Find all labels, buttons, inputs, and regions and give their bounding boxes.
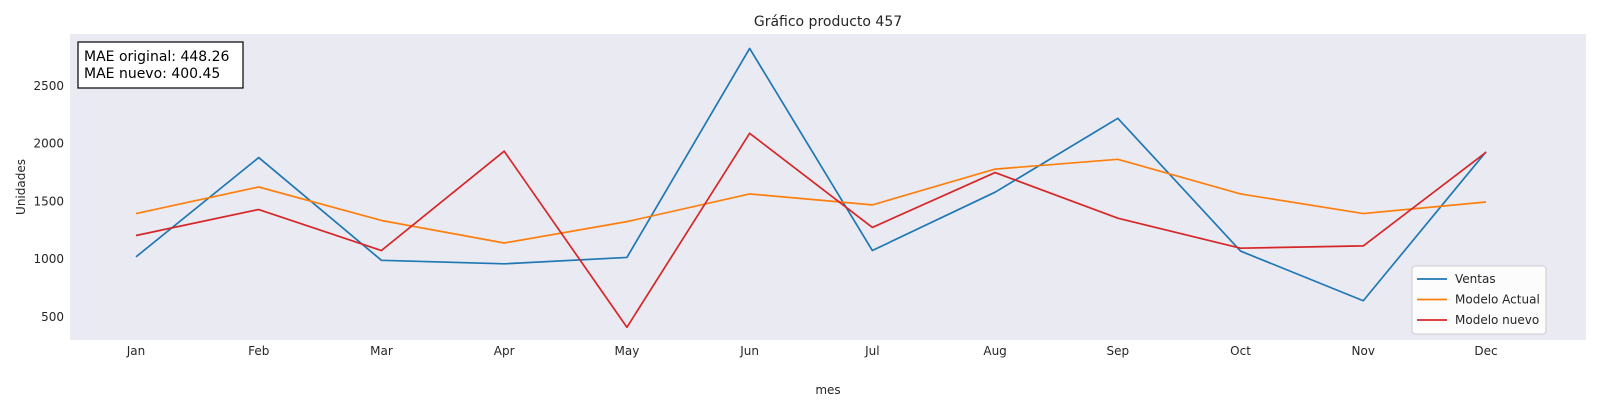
x-tick-label: Mar <box>370 344 393 358</box>
legend-label-modelo-actual: Modelo Actual <box>1455 293 1540 307</box>
y-tick-label: 500 <box>41 310 64 324</box>
legend: Ventas Modelo Actual Modelo nuevo <box>1411 265 1547 335</box>
mae-annotation: MAE original: 448.26 MAE nuevo: 400.45 <box>77 41 244 89</box>
y-axis-label: Unidades <box>14 159 28 215</box>
x-tick-label: Apr <box>494 344 515 358</box>
series-lines <box>135 47 1487 329</box>
y-tick-label: 2000 <box>33 137 64 151</box>
x-tick-label: Sep <box>1107 344 1130 358</box>
mae-annotation-box <box>77 41 244 89</box>
series-line-modelo-nuevo <box>135 132 1487 329</box>
x-tick-label: Oct <box>1230 344 1251 358</box>
y-tick-label: 1000 <box>33 252 64 266</box>
legend-label-ventas: Ventas <box>1455 272 1496 286</box>
x-tick-label: Feb <box>248 344 269 358</box>
chart-title: Gráfico producto 457 <box>754 14 902 30</box>
x-tick-label: Jul <box>864 344 879 358</box>
x-tick-labels: Jan Feb Mar Apr May Jun Jul Aug Sep Oct Nov Dec <box>126 344 1498 358</box>
series-line-modelo-actual <box>135 158 1487 244</box>
y-tick-labels: 500 1000 1500 2000 2500 <box>33 79 64 324</box>
x-tick-label: Aug <box>983 344 1006 358</box>
y-tick-label: 1500 <box>33 194 64 208</box>
legend-label-modelo-nuevo: Modelo nuevo <box>1455 313 1539 327</box>
x-tick-label: May <box>615 344 640 358</box>
y-tick-label: 2500 <box>33 79 64 93</box>
mae-nuevo-text: MAE nuevo: 400.45 <box>84 66 220 82</box>
mae-original-text: MAE original: 448.26 <box>84 49 230 65</box>
x-tick-label: Jan <box>126 344 146 358</box>
x-tick-label: Jun <box>739 344 759 358</box>
plot-area <box>70 34 1586 340</box>
x-tick-label: Nov <box>1352 344 1375 358</box>
x-axis-label: mes <box>815 383 840 397</box>
legend-box <box>1411 265 1547 335</box>
x-tick-label: Dec <box>1474 344 1497 358</box>
